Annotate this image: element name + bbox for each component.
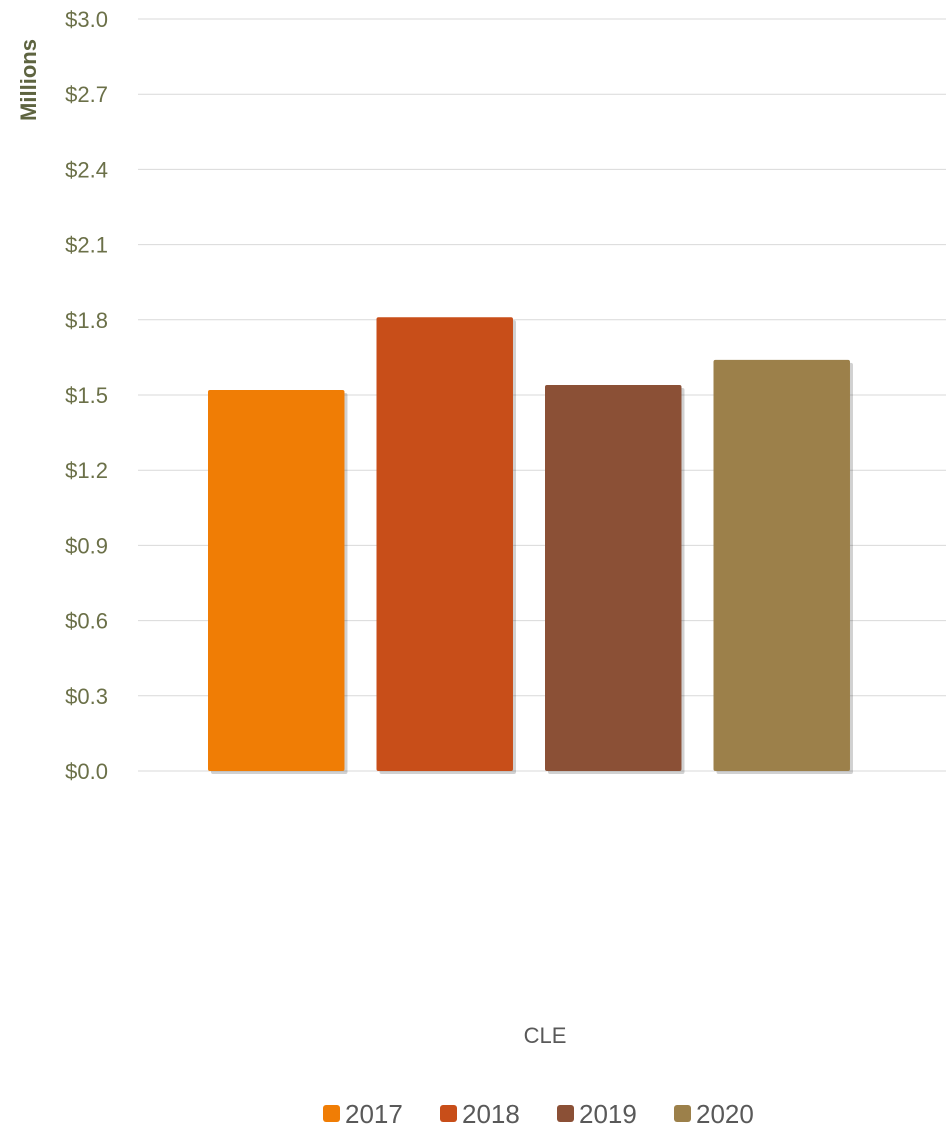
legend-swatch-2017 xyxy=(323,1105,340,1122)
category-label: CLE xyxy=(524,1023,567,1048)
y-tick-label: $1.2 xyxy=(65,458,108,483)
legend-label-2020: 2020 xyxy=(696,1099,754,1129)
y-tick-label: $2.7 xyxy=(65,82,108,107)
legend-swatch-2019 xyxy=(557,1105,574,1122)
bar-2018 xyxy=(376,317,513,771)
y-tick-label: $1.5 xyxy=(65,383,108,408)
bar-2017 xyxy=(208,389,345,771)
y-axis-ticks: $0.0 $0.3 $0.6 $0.9 $1.2 $1.5 $1.8 $2.1 $2.4 $2.7… xyxy=(65,7,108,784)
legend-swatch-2018 xyxy=(440,1105,457,1122)
bar-2020 xyxy=(713,359,850,771)
x-axis-categories: CLE xyxy=(524,1023,567,1048)
y-tick-label: $0.6 xyxy=(65,609,108,634)
legend-swatch-2020 xyxy=(674,1105,691,1122)
legend-label-2018: 2018 xyxy=(462,1099,520,1129)
legend-label-2019: 2019 xyxy=(579,1099,637,1129)
y-tick-label: $0.3 xyxy=(65,684,108,709)
legend-label-2017: 2017 xyxy=(345,1099,403,1129)
y-tick-label: $0.0 xyxy=(65,759,108,784)
y-tick-label: $1.8 xyxy=(65,308,108,333)
bar-2019 xyxy=(545,384,682,771)
legend: 2017 2018 2019 2020 xyxy=(323,1099,754,1129)
y-tick-label: $2.1 xyxy=(65,233,108,258)
y-axis-label: Millions xyxy=(16,39,41,121)
y-tick-label: $0.9 xyxy=(65,533,108,558)
y-tick-label: $3.0 xyxy=(65,7,108,32)
y-tick-label: $2.4 xyxy=(65,157,108,182)
bars xyxy=(208,317,853,774)
